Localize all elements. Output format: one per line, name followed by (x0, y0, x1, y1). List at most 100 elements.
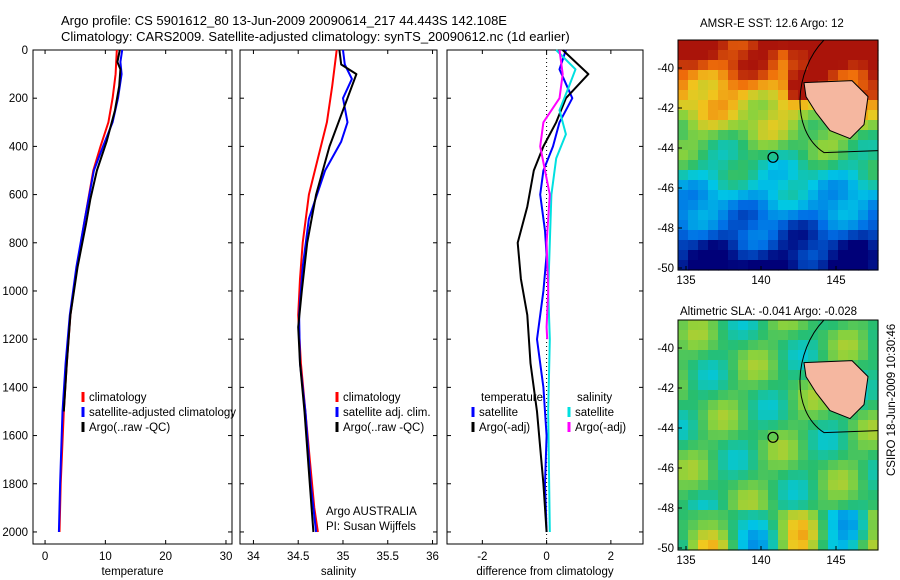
sla-map-cell (758, 440, 769, 451)
difference-series-line (547, 49, 577, 533)
sst-map-cell (748, 60, 759, 71)
sst-map-cell (798, 200, 809, 211)
sla-map-cell (788, 370, 799, 381)
sst-map-cell (758, 80, 769, 91)
sla-map-cell (808, 450, 819, 461)
depth-tick-label: 0 (22, 45, 28, 57)
temperature-series-line (62, 49, 122, 412)
sla-map-cell (858, 490, 869, 501)
sla-map-cell (818, 480, 829, 491)
sla-map-cell (798, 540, 809, 551)
sst-map-cell (798, 110, 809, 121)
sla-map-cell (798, 460, 809, 471)
sst-map-cell (678, 110, 689, 121)
sst-map-cell (788, 90, 799, 101)
argo-float-marker (767, 431, 779, 443)
sst-map-cell (678, 250, 689, 261)
sst-map-cell (708, 220, 719, 231)
sst-map-cell (768, 100, 779, 111)
sla-map-cell (838, 350, 849, 361)
sst-map-cell (818, 130, 829, 141)
sst-map-cell (808, 110, 819, 121)
sst-map-cell (708, 90, 719, 101)
sla-map-cell (848, 420, 859, 431)
sst-map-cell (838, 210, 849, 221)
sla-map-cell (748, 460, 759, 471)
sla-map-cell (868, 390, 879, 401)
sla-map-cell (748, 470, 759, 481)
sst-map-cell (798, 50, 809, 61)
sst-map-cell (778, 150, 789, 161)
sst-map-cell (728, 210, 739, 221)
sla-map-cell (778, 420, 789, 431)
sst-map-cell (838, 160, 849, 171)
sla-map-cell (758, 470, 769, 481)
sla-map-cell (698, 400, 709, 411)
sst-map-cell (748, 110, 759, 121)
sla-map-cell (698, 330, 709, 341)
sst-map-cell (798, 170, 809, 181)
sla-map-cell (848, 450, 859, 461)
sla-map-cell (678, 470, 689, 481)
sst-map-cell (768, 200, 779, 211)
sst-map-cell (798, 240, 809, 251)
sst-map-cell (848, 250, 859, 261)
sst-map-cell (818, 180, 829, 191)
sla-map-cell (828, 460, 839, 471)
sla-map-cell (738, 520, 749, 531)
sla-map-cell (738, 450, 749, 461)
sst-map-cell (778, 170, 789, 181)
sst-map-cell (768, 60, 779, 71)
sst-map-cell (738, 60, 749, 71)
sst-map-cell (828, 130, 839, 141)
sst-map-cell (828, 140, 839, 151)
difference-xtick-label: 2 (608, 551, 614, 563)
sla-map-cell (748, 400, 759, 411)
salinity-series-line (297, 49, 358, 533)
sla-map-cell (728, 410, 739, 421)
sla-map-cell (758, 410, 769, 421)
sla-map-cell (698, 440, 709, 451)
sst-map-cell (858, 260, 869, 271)
sla-map-cell (718, 490, 729, 501)
sst-map-cell (788, 240, 799, 251)
sst-map-cell (838, 70, 849, 81)
sla-map-cell (768, 500, 779, 511)
sst-map-cell (788, 190, 799, 201)
sla-map-cell (758, 530, 769, 541)
sla-map-cell (848, 350, 859, 361)
sla-map-cell (788, 520, 799, 531)
sla-map-cell (738, 320, 749, 331)
sst-map-cell (848, 240, 859, 251)
sla-map-cell (708, 400, 719, 411)
sst-map-cell (778, 250, 789, 261)
sst-map-cell (718, 60, 729, 71)
sst-map-cell (708, 50, 719, 61)
sla-map-cell (688, 470, 699, 481)
sst-map-cell (688, 160, 699, 171)
sst-map-cell (838, 40, 849, 51)
sst-map-cell (738, 160, 749, 171)
sla-map-cell (798, 470, 809, 481)
sla-map-title: Altimetric SLA: -0.041 Argo: -0.028 (680, 306, 858, 318)
sla-map-cell (868, 480, 879, 491)
sst-map-cell (858, 70, 869, 81)
sla-map-cell (848, 440, 859, 451)
sst-map-cell (698, 210, 709, 221)
sla-map-cell (788, 450, 799, 461)
sst-map-cell (858, 180, 869, 191)
sla-map-cell (788, 400, 799, 411)
depth-tick-label: 600 (9, 190, 28, 202)
sla-map-cell (778, 380, 789, 391)
sla-map-cell (808, 520, 819, 531)
sla-map-cell (698, 540, 709, 551)
sla-map-cell (728, 350, 739, 361)
sst-map-cell (728, 40, 739, 51)
sst-map-cell (758, 100, 769, 111)
sla-map-cell (798, 490, 809, 501)
sla-map-cell (808, 340, 819, 351)
sst-map-cell (868, 190, 879, 201)
sst-map-cell (858, 150, 869, 161)
sla-map-cell (688, 370, 699, 381)
